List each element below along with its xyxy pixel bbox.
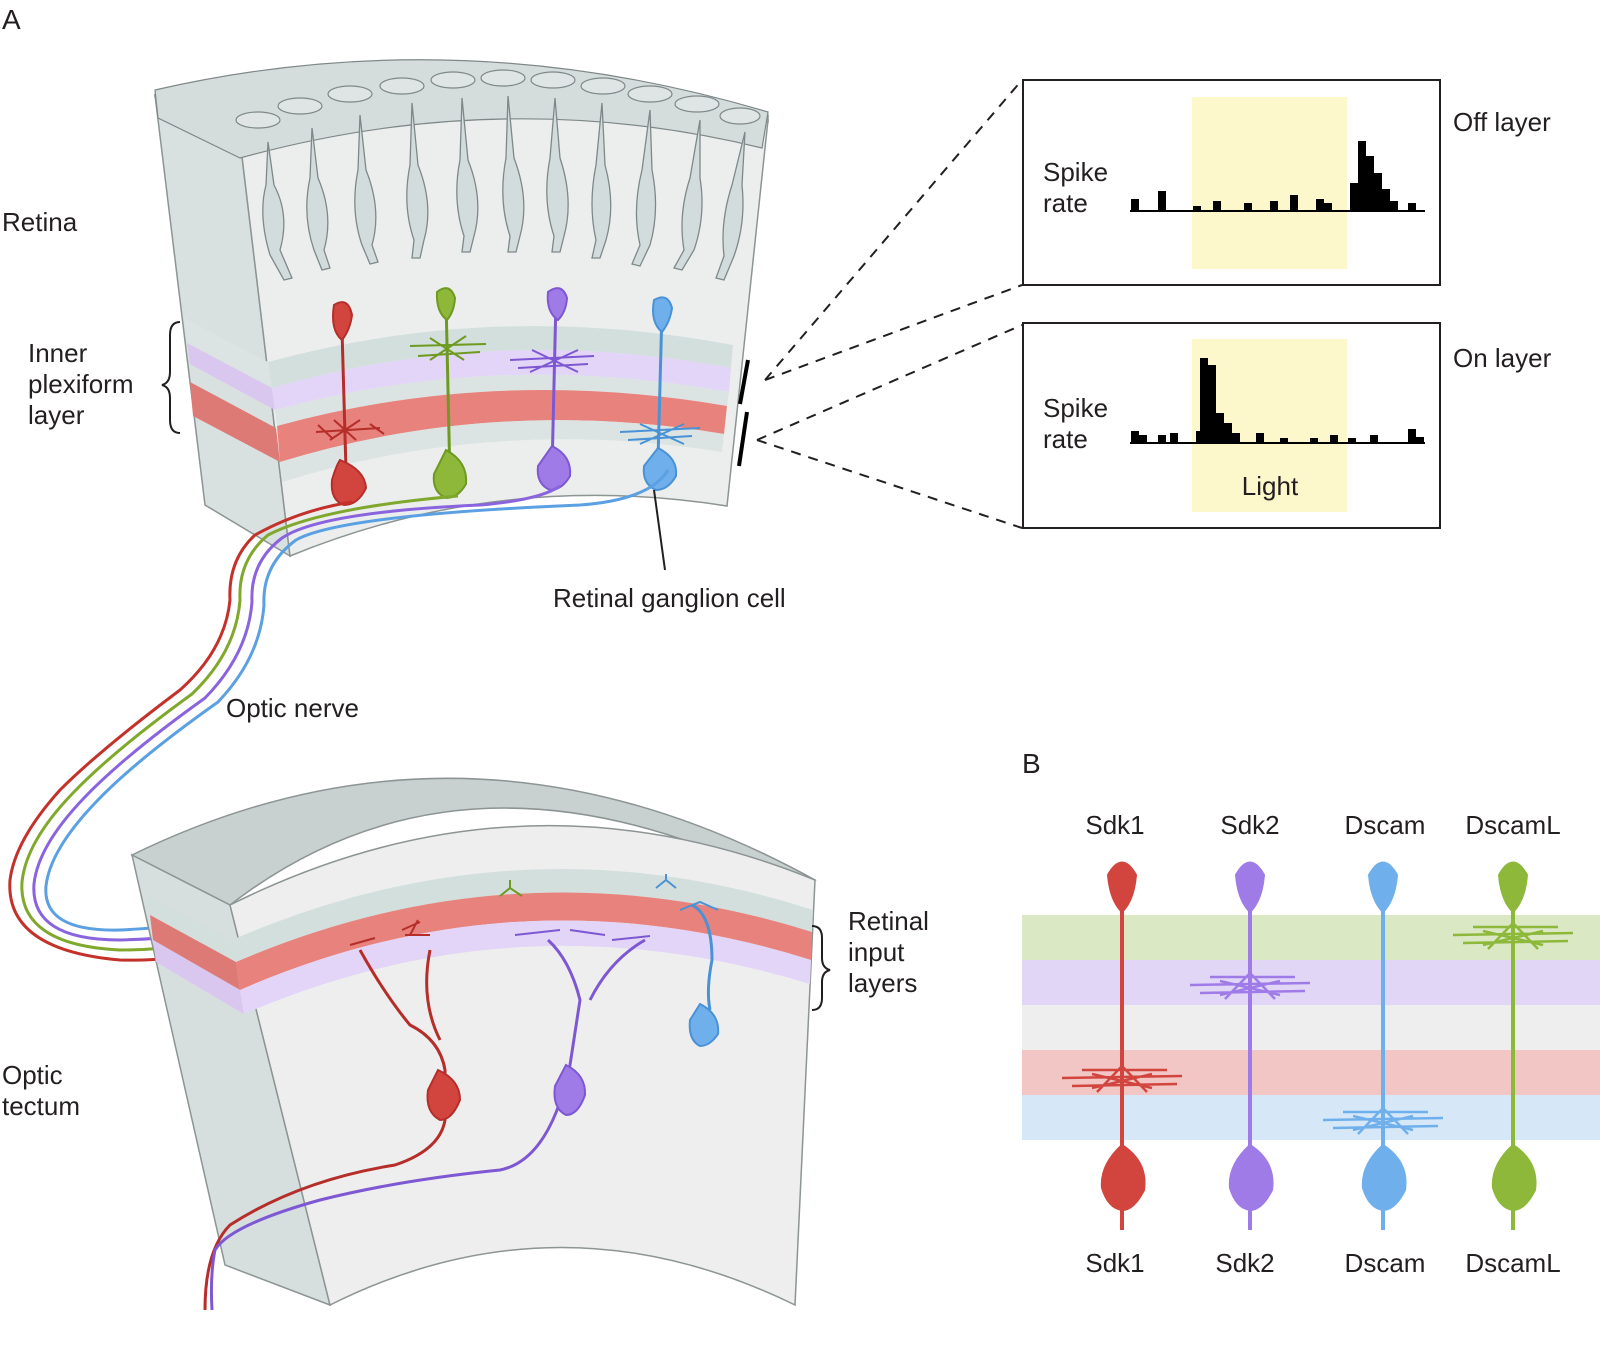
panel-b-layers <box>1022 915 1600 1140</box>
on-ylabel-line2: rate <box>1043 424 1088 454</box>
sdk1-bottom-label: Sdk1 <box>1085 1248 1145 1278</box>
panel-b-cell-dscam <box>1322 861 1444 1230</box>
panel-b-layer-band <box>1022 960 1600 1005</box>
histogram-bar <box>1324 203 1332 211</box>
histogram-bar <box>1200 358 1208 443</box>
light-label: Light <box>1241 471 1299 501</box>
dscam-top-label: Dscam <box>1344 810 1426 840</box>
panel-b-layer-band <box>1022 1050 1600 1095</box>
tectum-block <box>130 777 817 1307</box>
sdk1-top-label: Sdk1 <box>1085 810 1145 840</box>
histogram-bar <box>1290 195 1298 211</box>
histogram-bar <box>1350 183 1358 211</box>
retinal-input-line2: input <box>848 937 905 967</box>
on-layer-recording <box>1022 322 1441 529</box>
histogram-bar <box>1270 201 1278 211</box>
ipl-label-line1: Inner <box>28 338 88 368</box>
tectum-red-neuron <box>203 919 462 1311</box>
ganglion-leader-line <box>653 489 666 571</box>
retinal-input-line1: Retinal <box>848 906 929 936</box>
panel-b-cell-dscaml <box>1452 861 1574 1230</box>
sdk2-top-label: Sdk2 <box>1220 810 1280 840</box>
zoom-dashed-lines <box>756 79 1023 529</box>
histogram-bar <box>1244 203 1252 211</box>
histogram-bar <box>1193 206 1201 211</box>
sdk2-bottom-label: Sdk2 <box>1215 1248 1275 1278</box>
panel-b-layer-band <box>1022 1095 1600 1140</box>
panel-b-cells <box>1061 861 1574 1230</box>
panel-b-label: B <box>1022 748 1041 779</box>
on-layer-label: On layer <box>1453 343 1552 373</box>
on-spike-histogram <box>1130 358 1425 444</box>
retina-red-ganglion-cell <box>315 301 385 507</box>
histogram-bar <box>1330 435 1338 443</box>
tectum-green-terminal <box>499 880 523 897</box>
histogram-bar <box>1256 433 1264 443</box>
histogram-bar <box>1131 431 1139 443</box>
histogram-bar <box>1348 438 1356 443</box>
tectum-label-line2: tectum <box>2 1091 81 1121</box>
off-spike-histogram <box>1130 141 1425 212</box>
ganglion-cell-label: Retinal ganglion cell <box>553 583 786 613</box>
ipl-label-line2: plexiform <box>28 369 134 399</box>
retina-green-ganglion-cell <box>409 287 487 500</box>
histogram-bar <box>1382 189 1390 211</box>
photoreceptors <box>262 95 746 281</box>
tectum-blue-terminal <box>655 874 677 889</box>
histogram-bar <box>1370 435 1378 443</box>
histogram-bar <box>1224 423 1232 443</box>
histogram-bar <box>1131 199 1139 211</box>
off-layer-label: Off layer <box>1453 107 1551 137</box>
panel-b-cell-sdk1 <box>1061 861 1183 1230</box>
histogram-bar <box>1170 433 1178 443</box>
retina-block <box>154 59 769 558</box>
histogram-bar <box>1316 199 1324 211</box>
histogram-bar <box>1408 429 1416 443</box>
tectum-purple-neuron <box>209 929 651 1311</box>
histogram-bar <box>1390 201 1398 211</box>
histogram-bar <box>1416 437 1424 443</box>
retina-label: Retina <box>2 207 78 237</box>
inner-plexiform-brace <box>161 321 181 434</box>
panel-a-label: A <box>2 4 21 35</box>
on-layer-electrode <box>737 411 749 467</box>
histogram-bar <box>1366 156 1374 211</box>
ipl-label-line3: layer <box>28 400 85 430</box>
retinal-input-line3: layers <box>848 968 918 998</box>
histogram-bar <box>1216 413 1224 443</box>
on-ylabel-line1: Spike <box>1043 393 1109 423</box>
off-ylabel-line1: Spike <box>1043 157 1109 187</box>
retina-blue-ganglion-cell <box>619 296 701 492</box>
panel-b-cell-sdk2 <box>1189 861 1311 1230</box>
histogram-bar <box>1158 435 1166 443</box>
dscaml-bottom-label: DscamL <box>1465 1248 1561 1278</box>
dscam-bottom-label: Dscam <box>1344 1248 1426 1278</box>
histogram-bar <box>1158 191 1166 211</box>
epithelial-cells <box>235 69 761 129</box>
tectum-blue-neuron <box>679 900 720 1048</box>
histogram-bar <box>1358 141 1366 211</box>
histogram-bar <box>1208 365 1216 443</box>
histogram-bar <box>1213 201 1221 211</box>
panel-b-layer-band <box>1022 1005 1600 1050</box>
dscaml-top-label: DscamL <box>1465 810 1561 840</box>
histogram-bar <box>1232 433 1240 443</box>
histogram-bar <box>1139 435 1147 443</box>
optic-nerve-label: Optic nerve <box>226 693 359 723</box>
off-layer-electrode <box>738 359 750 405</box>
histogram-bar <box>1374 173 1382 211</box>
tectum-label-line1: Optic <box>2 1060 63 1090</box>
panel-b-layer-band <box>1022 915 1600 960</box>
histogram-bar <box>1310 438 1318 443</box>
off-ylabel-line2: rate <box>1043 188 1088 218</box>
off-layer-recording <box>1022 79 1441 286</box>
retina-purple-ganglion-cell <box>509 287 595 492</box>
retinal-input-brace <box>811 925 831 1011</box>
histogram-bar <box>1280 438 1288 443</box>
histogram-bar <box>1408 203 1416 211</box>
